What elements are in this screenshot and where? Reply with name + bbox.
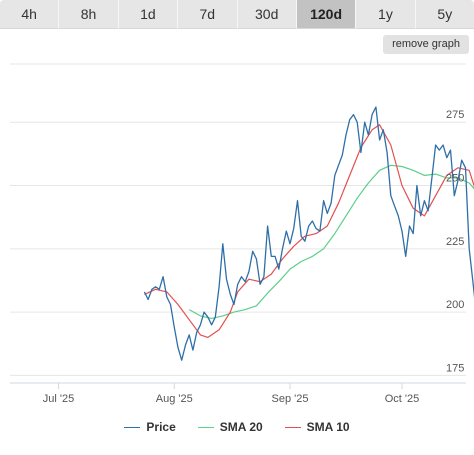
legend-item-price[interactable]: Price	[124, 420, 176, 434]
x-tick-label: Sep '25	[272, 393, 309, 405]
legend-item-sma-10[interactable]: SMA 10	[284, 420, 350, 434]
legend-label: SMA 20	[219, 420, 263, 434]
x-tick-label: Oct '25	[385, 393, 420, 405]
legend-label: Price	[146, 420, 176, 434]
tab-30d[interactable]: 30d	[237, 0, 297, 29]
y-tick-label: 175	[446, 362, 464, 374]
tab-1y[interactable]: 1y	[356, 0, 416, 29]
x-tick-label: Jul '25	[43, 393, 74, 405]
price-chart: Jul '25 Aug '25 Sep '25 Oct '25 175 200 225 25…	[10, 63, 474, 405]
chart-legend: Price SMA 20 SMA 10	[0, 420, 474, 434]
series-line-price	[143, 106, 474, 361]
legend-swatch	[124, 426, 141, 428]
tab-8h[interactable]: 8h	[59, 0, 119, 29]
y-axis: 175 200 225 250 275	[446, 109, 464, 374]
legend-swatch	[197, 426, 214, 428]
timeframe-tabs: 4h 8h 1d 7d 30d 120d 1y 5y	[0, 0, 474, 30]
y-tick-label: 225	[446, 236, 464, 248]
y-tick-label: 250	[446, 173, 464, 185]
remove-graph-button[interactable]: remove graph	[383, 35, 469, 54]
tab-120d[interactable]: 120d	[296, 0, 357, 29]
legend-label: SMA 10	[306, 420, 350, 434]
legend-swatch	[284, 426, 301, 428]
x-axis: Jul '25 Aug '25 Sep '25 Oct '25	[10, 382, 466, 405]
series-line-sma-10	[144, 124, 474, 338]
y-tick-label: 200	[446, 299, 464, 311]
series-lines	[143, 106, 474, 361]
legend-item-sma-20[interactable]: SMA 20	[197, 420, 263, 434]
tab-1d[interactable]: 1d	[118, 0, 179, 29]
y-tick-label: 275	[446, 109, 464, 121]
x-tick-label: Aug '25	[156, 393, 193, 405]
tab-5y[interactable]: 5y	[415, 0, 474, 29]
tab-4h[interactable]: 4h	[0, 0, 60, 29]
grid-lines	[10, 63, 466, 376]
tab-7d[interactable]: 7d	[178, 0, 238, 29]
